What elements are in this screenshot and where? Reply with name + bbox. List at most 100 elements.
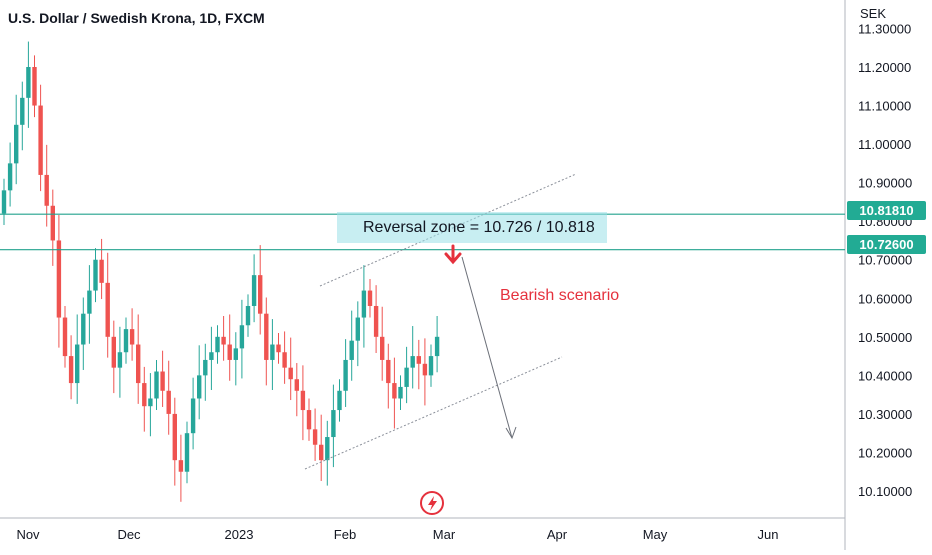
candle-up — [355, 317, 360, 341]
candle-up — [343, 359, 348, 391]
candle-down — [300, 390, 306, 411]
candle-down — [227, 344, 232, 360]
down-arrow-icon — [444, 244, 462, 265]
candle-up — [190, 398, 196, 434]
candle-down — [422, 363, 428, 376]
x-tick-label: May — [643, 527, 668, 542]
candle-up — [81, 313, 86, 345]
candle-down — [392, 383, 397, 399]
candle-up — [148, 398, 153, 407]
candle-up — [87, 290, 92, 314]
candle-up — [325, 437, 330, 461]
candle-up — [270, 344, 275, 360]
candle-down — [221, 336, 226, 345]
candle-up — [331, 410, 336, 438]
candle-down — [105, 282, 110, 337]
lightning-bolt-icon — [420, 491, 444, 515]
channel-lower-line — [304, 356, 563, 470]
candle-up — [434, 336, 440, 357]
candle-up — [123, 329, 129, 353]
candle-up — [245, 305, 251, 326]
candle-down — [56, 240, 62, 318]
y-tick-label: 10.90000 — [858, 176, 912, 191]
candle-down — [50, 205, 55, 241]
candle-up — [203, 359, 208, 376]
y-tick-label: 11.30000 — [858, 21, 911, 36]
y-tick-label: 10.20000 — [858, 445, 912, 460]
y-tick-label: 11.20000 — [858, 60, 911, 75]
candle-down — [99, 259, 104, 283]
y-tick-label: 10.40000 — [858, 368, 912, 383]
y-tick-label: 10.60000 — [858, 291, 912, 306]
candle-down — [129, 329, 135, 345]
price-axis-currency: SEK — [860, 6, 887, 21]
y-tick-label: 10.30000 — [858, 407, 912, 422]
candle-up — [26, 67, 31, 98]
candle-up — [349, 340, 354, 360]
candle-down — [258, 275, 263, 314]
candle-down — [319, 444, 324, 461]
y-tick-label: 10.10000 — [858, 484, 912, 499]
candle-up — [404, 367, 409, 387]
reversal-zone-label: Reversal zone = 10.726 / 10.818 — [337, 212, 607, 243]
candle-down — [282, 352, 287, 368]
candle-up — [93, 259, 98, 291]
lightning-bolt-glyph — [428, 496, 437, 511]
candle-down — [68, 356, 74, 384]
candle-down — [312, 429, 318, 445]
candle-up — [215, 336, 220, 353]
candle-down — [367, 290, 373, 306]
x-tick-label: Dec — [117, 527, 141, 542]
candle-down — [32, 67, 37, 106]
candle-up — [398, 386, 403, 399]
candle-down — [62, 317, 68, 357]
candle-down — [136, 344, 141, 384]
candle-up — [428, 356, 434, 376]
candle-up — [239, 325, 245, 349]
candle-down — [166, 390, 171, 414]
y-tick-label: 11.10000 — [858, 99, 911, 114]
candle-down — [416, 356, 421, 364]
candle-down — [386, 359, 391, 384]
candle-down — [264, 313, 269, 360]
candle-up — [75, 344, 80, 384]
candle-up — [14, 124, 19, 164]
candle-down — [294, 379, 299, 391]
candle-up — [410, 356, 415, 368]
candle-up — [361, 290, 367, 318]
x-tick-label: Jun — [758, 527, 779, 542]
candle-down — [178, 460, 184, 472]
x-tick-label: 2023 — [225, 527, 254, 542]
candle-up — [209, 352, 214, 360]
candle-down — [306, 410, 312, 430]
price-tag-upper: 10.81810 — [847, 201, 926, 220]
projection-arrow-line — [461, 256, 513, 439]
candle-up — [117, 352, 123, 368]
candle-down — [288, 367, 293, 380]
candle-up — [7, 163, 13, 191]
candle-up — [1, 190, 7, 214]
candle-up — [233, 348, 238, 360]
bearish-scenario-label: Bearish scenario — [500, 287, 620, 304]
price-tag-lower: 10.72600 — [847, 235, 926, 254]
candle-up — [251, 275, 257, 306]
candle-down — [380, 336, 385, 360]
y-tick-label: 10.50000 — [858, 330, 912, 345]
projection-arrow-head — [505, 426, 517, 440]
candle-down — [160, 371, 165, 391]
chart-title: U.S. Dollar / Swedish Krona, 1D, FXCM — [8, 10, 265, 26]
candle-up — [337, 390, 342, 411]
x-tick-label: Mar — [433, 527, 456, 542]
candle-down — [38, 105, 43, 175]
x-tick-label: Nov — [16, 527, 40, 542]
candle-up — [197, 375, 202, 399]
candle-up — [20, 97, 25, 125]
candle-up — [184, 433, 190, 472]
y-tick-label: 11.00000 — [858, 137, 911, 152]
channel-upper-line — [319, 173, 577, 287]
candle-down — [276, 344, 281, 353]
candle-up — [154, 371, 159, 399]
candle-down — [142, 383, 147, 407]
